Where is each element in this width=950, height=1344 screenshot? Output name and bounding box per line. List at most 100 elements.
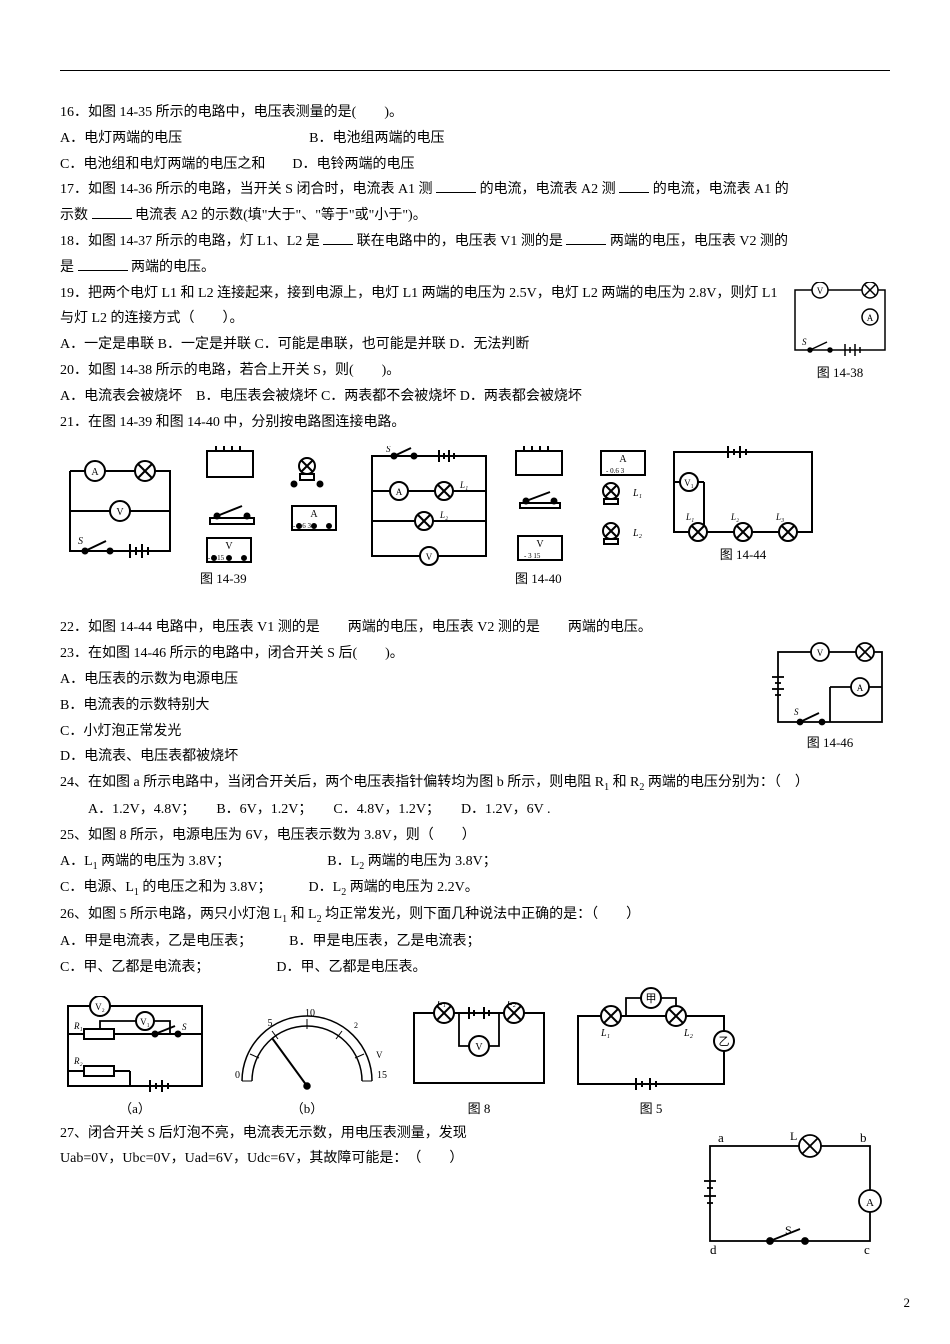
label-L1: L₁ — [632, 488, 642, 499]
q26-row1: A．甲是电流表，乙是电压表； B．甲是电压表，乙是电流表； — [60, 930, 890, 954]
caption-14-39: 图 14-39 — [200, 568, 247, 590]
q16-D: D．电铃两端的电压 — [292, 157, 414, 172]
label-a: a — [718, 1130, 724, 1145]
meter-b-svg: 0 5 10 15 2 V — [222, 1006, 392, 1096]
label-jia: 甲 — [646, 993, 657, 1005]
circuit-fig8-svg: L₁ L₂ V — [404, 1001, 554, 1096]
label-L1: L₁ — [459, 480, 468, 490]
label-L2: L₂ — [439, 510, 448, 520]
label-V2: V₂ — [95, 1002, 105, 1012]
svg-text:- 3 15: - 3 15 — [208, 554, 225, 562]
figure-14-44: V₁ L₁ L₂ L₃ V₂ 图 14-44 — [668, 442, 818, 566]
figure-a: V₂ V₁ R₁ R₂ S （a） — [60, 996, 210, 1120]
label-A: A — [867, 313, 874, 323]
label-V: V — [376, 1050, 383, 1060]
label-L1: L₁ — [600, 1028, 610, 1039]
svg-text:0: 0 — [235, 1070, 240, 1081]
q26-B: B．甲是电压表，乙是电流表； — [289, 934, 480, 949]
circuit-14-44-svg: V₁ L₁ L₂ L₃ V₂ — [668, 442, 818, 542]
figure-strip-1: A V S — [60, 442, 890, 566]
q23-C: C．小灯泡正常发光 — [60, 720, 890, 744]
label-S: S — [182, 1022, 187, 1032]
q26-C: C．甲、乙都是电流表； — [60, 960, 209, 975]
q25-C-a: C．电源、L — [60, 880, 134, 895]
q18-c: 两端的电压，电压表 V2 测的 — [610, 234, 788, 249]
q25-row1: A．L1 两端的电压为 3.8V； B．L2 两端的电压为 3.8V； — [60, 850, 890, 875]
question-18: 18．如图 14-37 所示的电路，灯 L1、L2 是 联在电路中的，电压表 V… — [60, 230, 890, 254]
page-number: 2 — [904, 1292, 911, 1314]
svg-text:- 0.6 3: - 0.6 3 — [293, 522, 312, 530]
figure-5: 甲 乙 L₁ L₂ 图 5 — [566, 986, 736, 1120]
svg-text:- 0.6 3: - 0.6 3 — [606, 467, 625, 475]
label-L2: L₂ — [683, 1028, 694, 1039]
components-14-39b-svg: V - 3 15 A - 0.6 3 — [192, 446, 352, 566]
q25-D-a: D．L — [309, 880, 342, 895]
question-19: 19．把两个电灯 L1 和 L2 连接起来，接到电源上，电灯 L1 两端的电压为… — [60, 282, 890, 306]
label-L2: L₂ — [506, 1001, 517, 1008]
question-16: 16．如图 14-35 所示的电路中，电压表测量的是( )。 — [60, 101, 890, 125]
question-17: 17．如图 14-36 所示的电路，当开关 S 闭合时，电流表 A1 测 的电流… — [60, 178, 890, 202]
blank — [92, 204, 132, 219]
q18-e: 两端的电压。 — [131, 260, 215, 275]
figure-8: L₁ L₂ V 图 8 — [404, 1001, 554, 1120]
q23-A: A．电压表的示数为电源电压 — [60, 668, 890, 692]
q25-D-b: 两端的电压为 2.2V。 — [350, 880, 479, 895]
circuit-14-38-svg: V A S — [790, 282, 890, 362]
label-R1: R₁ — [73, 1021, 83, 1031]
q18-a: 18．如图 14-37 所示的电路，灯 L1、L2 是 — [60, 234, 320, 249]
blank — [323, 230, 353, 245]
label-S: S — [794, 707, 799, 717]
circuit-14-46-svg: V A S — [770, 642, 890, 732]
label-S: S — [802, 337, 807, 347]
svg-text:15: 15 — [377, 1070, 387, 1081]
q26-c: 均正常发光，则下面几种说法中正确的是：（ ） — [325, 907, 640, 922]
q17-c: 的电流，电流表 A1 的 — [653, 182, 789, 197]
q17-l2a: 示数 — [60, 208, 88, 223]
label-V: V — [536, 539, 544, 550]
q25-A-b: 两端的电压为 3.8V； — [101, 854, 230, 869]
q25-C-b: 的电压之和为 3.8V； — [142, 880, 271, 895]
label-V1: V₁ — [140, 1017, 150, 1027]
svg-text:- 3 15: - 3 15 — [524, 552, 541, 560]
blank — [436, 178, 476, 193]
label-d: d — [710, 1242, 717, 1256]
caption-14-40: 图 14-40 — [515, 568, 562, 590]
label-c: c — [864, 1242, 870, 1256]
question-24: 24、在如图 a 所示电路中，当闭合开关后，两个电压表指针偏转均为图 b 所示，… — [60, 771, 890, 796]
q25-row2: C．电源、L1 的电压之和为 3.8V； D．L2 两端的电压为 2.2V。 — [60, 876, 890, 901]
q26-A: A．甲是电流表，乙是电压表； — [60, 934, 252, 949]
q18-line2: 是 两端的电压。 — [60, 256, 890, 280]
q18-d: 是 — [60, 260, 74, 275]
caption-14-46: 图 14-46 — [770, 732, 890, 754]
q25-B-a: B．L — [327, 854, 359, 869]
q19-b: 与灯 L2 的连接方式（ ）。 — [60, 311, 244, 326]
caption-14-38: 图 14-38 — [790, 362, 890, 384]
q25-B-b: 两端的电压为 3.8V； — [368, 854, 497, 869]
q24-b: 和 R — [613, 775, 640, 790]
figure-14-46: V A S 图 14-46 — [770, 642, 890, 754]
label-L3: L₃ — [775, 512, 784, 522]
q17-line2: 示数 电流表 A2 的示数(填"大于"、"等于"或"小于")。 — [60, 204, 890, 228]
label-yi: 乙 — [719, 1035, 730, 1048]
caption-fig8: 图 8 — [468, 1098, 491, 1120]
label-L: L — [790, 1129, 797, 1143]
q16-B: B．电池组两端的电压 — [309, 131, 444, 146]
label-A: A — [91, 467, 99, 478]
question-20: 20．如图 14-38 所示的电路，若合上开关 S，则( )。 — [60, 359, 890, 383]
label-S: S — [785, 1223, 792, 1237]
q19-a: 19．把两个电灯 L1 和 L2 连接起来，接到电源上，电灯 L1 两端的电压为… — [60, 286, 777, 301]
q19-line2: 与灯 L2 的连接方式（ ）。 — [60, 307, 890, 331]
q26-D: D．甲、乙都是电压表。 — [276, 960, 426, 975]
q24-a: 24、在如图 a 所示电路中，当闭合开关后，两个电压表指针偏转均为图 b 所示，… — [60, 775, 604, 790]
blank — [619, 178, 649, 193]
blank — [566, 230, 606, 245]
svg-text:2: 2 — [354, 1021, 358, 1030]
label-V1: V₁ — [684, 478, 694, 488]
circuit-a-svg: V₂ V₁ R₁ R₂ S — [60, 996, 210, 1096]
svg-text:10: 10 — [305, 1008, 315, 1019]
label-V: V — [116, 507, 124, 518]
figure-caption-row: 图 14-39 图 14-40 — [200, 568, 830, 590]
label-A: A — [310, 509, 318, 520]
label-V: V — [475, 1042, 483, 1053]
label-A: A — [866, 1197, 874, 1209]
